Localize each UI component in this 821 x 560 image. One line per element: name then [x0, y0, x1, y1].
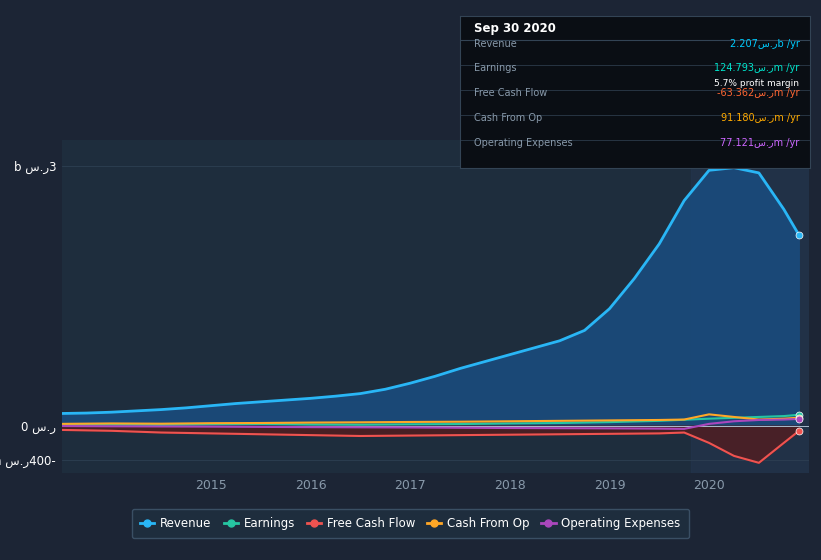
Text: 77.121س.رm /yr: 77.121س.رm /yr [720, 138, 800, 148]
Bar [691, 140, 809, 473]
Text: Earnings: Earnings [474, 63, 516, 73]
Text: -63.362س.رm /yr: -63.362س.رm /yr [717, 88, 800, 99]
Text: Sep 30 2020: Sep 30 2020 [474, 22, 556, 35]
Text: Revenue: Revenue [474, 39, 516, 49]
Text: Operating Expenses: Operating Expenses [474, 138, 572, 148]
Text: 91.180س.رm /yr: 91.180س.رm /yr [721, 113, 800, 123]
Text: 5.7% profit margin: 5.7% profit margin [714, 79, 800, 88]
Text: 124.793س.رm /yr: 124.793س.رm /yr [714, 63, 800, 73]
Text: 2.207س.رb /yr: 2.207س.رb /yr [730, 39, 800, 49]
Text: Cash From Op: Cash From Op [474, 113, 542, 123]
Legend: Revenue, Earnings, Free Cash Flow, Cash From Op, Operating Expenses: Revenue, Earnings, Free Cash Flow, Cash … [132, 509, 689, 538]
Text: Free Cash Flow: Free Cash Flow [474, 88, 548, 99]
